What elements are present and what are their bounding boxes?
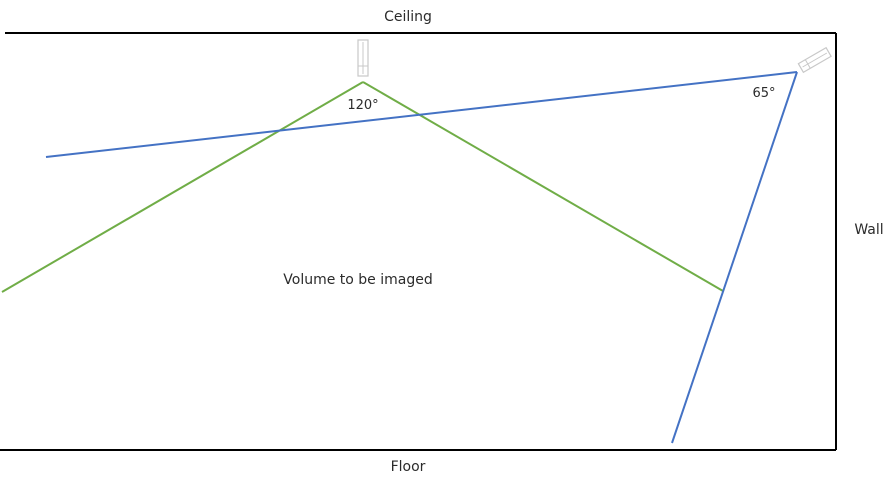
ceiling-label: Ceiling <box>384 9 432 25</box>
floor-label: Floor <box>391 459 426 475</box>
wall-camera-angle-label: 65° <box>752 86 775 101</box>
ceiling-fov-right-ray <box>362 81 724 292</box>
ceiling-camera-angle-label: 120° <box>347 98 378 113</box>
ceiling-camera-fov <box>1 81 724 293</box>
wall-fov-upper-ray <box>45 71 798 158</box>
wall-camera-fov <box>45 71 798 444</box>
wall-fov-lower-ray <box>671 71 798 444</box>
ceiling-fov-left-ray <box>1 81 364 293</box>
wall-label: Wall <box>854 222 883 238</box>
ceiling-camera-icon <box>357 39 369 77</box>
wall-camera-icon <box>797 46 832 74</box>
room-outline <box>0 32 837 451</box>
volume-label: Volume to be imaged <box>283 272 432 288</box>
